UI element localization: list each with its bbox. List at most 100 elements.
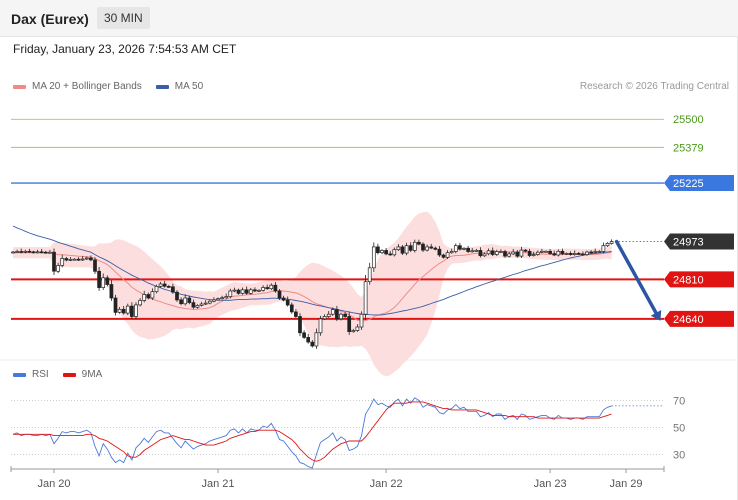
candle-body-up <box>519 249 524 257</box>
candle-body-up <box>125 305 130 314</box>
candle-body-up <box>138 300 142 306</box>
candle-body-up <box>380 250 384 254</box>
candle-body-down <box>277 290 282 299</box>
candle-body-up <box>601 245 606 252</box>
candle-body-up <box>232 289 237 292</box>
rsi-ma-legend-label: 9MA <box>81 369 103 380</box>
candle-body-up <box>220 297 224 300</box>
forecast-arrow-head <box>650 309 662 321</box>
candle-body-up <box>224 296 229 299</box>
candle-body-down <box>109 284 114 299</box>
candle-body-down <box>27 250 32 253</box>
candle-body-down <box>400 246 405 254</box>
candle-body-down <box>253 289 257 292</box>
candle-body-down <box>458 245 462 250</box>
candle-body-down <box>417 241 421 245</box>
candle-body-up <box>507 253 511 257</box>
candle-body-down <box>113 297 118 313</box>
ma20-legend-label: MA 20 + Bollinger Bands <box>32 81 142 92</box>
timeframe-badge[interactable]: 30 MIN <box>97 7 150 29</box>
candle-body-up <box>540 250 544 253</box>
candle-body-up <box>117 308 122 313</box>
candle-body-down <box>89 257 93 261</box>
candle-body-down <box>478 250 483 257</box>
candle-body-up <box>412 241 417 251</box>
candle-body-up <box>482 253 487 257</box>
candle-body-up <box>199 303 204 306</box>
datetime-label: Friday, January 23, 2026 7:54:53 AM CET <box>13 42 237 56</box>
candle-body-down <box>347 316 352 332</box>
last-price-tag <box>664 233 734 250</box>
candle-body-up <box>248 289 253 294</box>
candle-body-up <box>351 330 356 333</box>
candle-body-up <box>72 258 77 261</box>
candle-body-up <box>396 246 401 251</box>
ma20-legend-swatch <box>13 84 26 89</box>
candle-body-up <box>404 245 409 254</box>
candle-body-up <box>371 246 376 269</box>
candle-body-down <box>121 308 126 314</box>
rsi-tick-label: 50 <box>673 423 685 435</box>
candle-body-up <box>142 294 147 301</box>
candle-body-up <box>35 251 40 254</box>
candle-body-up <box>544 250 548 253</box>
candle-body-up <box>269 284 274 290</box>
candle-body-up <box>609 241 614 244</box>
target-level-label: 25500 <box>673 114 704 126</box>
candle-body-up <box>556 250 561 256</box>
candle-body-down <box>298 316 302 334</box>
candle-body-up <box>240 289 245 294</box>
candle-body-down <box>437 248 442 256</box>
candle-body-up <box>318 318 323 334</box>
candle-body-up <box>425 246 429 251</box>
candle-body-down <box>560 250 565 255</box>
candle-body-down <box>162 283 167 287</box>
candle-body-down <box>576 253 581 255</box>
candle-body-up <box>158 283 163 287</box>
resistance-price-tag <box>664 175 734 192</box>
candle-body-up <box>494 251 499 255</box>
candle-body-up <box>84 257 89 260</box>
candle-body-up <box>261 287 265 291</box>
candle-body-down <box>441 254 446 258</box>
candle-body-up <box>511 251 516 255</box>
candle-body-up <box>212 299 216 302</box>
candle-body-down <box>179 299 183 305</box>
candle-body-up <box>564 253 569 255</box>
candle-body-down <box>523 249 528 252</box>
candle-body-up <box>23 250 28 253</box>
candle-body-up <box>195 305 200 308</box>
candle-body-down <box>503 251 507 257</box>
candle-body-down <box>265 287 270 290</box>
candle-body-up <box>314 332 319 347</box>
candle-body-down <box>552 253 557 256</box>
candle-body-down <box>171 286 175 293</box>
candle-body-up <box>322 316 327 320</box>
last-price-label: 24973 <box>673 237 704 249</box>
candle-body-up <box>462 247 466 250</box>
support-price-tag <box>664 271 734 288</box>
ma50-legend-swatch <box>155 84 169 89</box>
support-level-label: 24640 <box>673 314 704 326</box>
candle-body-up <box>367 267 372 283</box>
candle-body-down <box>302 332 306 338</box>
candle-body-down <box>384 250 388 255</box>
rsi-legend-swatch <box>13 372 26 377</box>
candle-body-up <box>535 251 540 255</box>
candle-body-down <box>175 291 179 301</box>
candle-body-down <box>289 304 294 313</box>
candle-body-up <box>60 258 65 266</box>
candle-body-up <box>68 259 73 261</box>
candle-body-down <box>64 258 69 261</box>
candle-body-down <box>273 284 278 292</box>
candle-body-up <box>453 245 458 252</box>
candle-body-up <box>597 251 602 253</box>
candle-body-up <box>183 297 188 305</box>
candle-body-up <box>101 277 106 288</box>
candle-body-up <box>572 253 577 255</box>
candle-body-down <box>285 299 290 306</box>
candle-body-down <box>310 341 315 347</box>
rsi-ma-line <box>13 401 612 462</box>
candle-body-up <box>257 289 261 292</box>
